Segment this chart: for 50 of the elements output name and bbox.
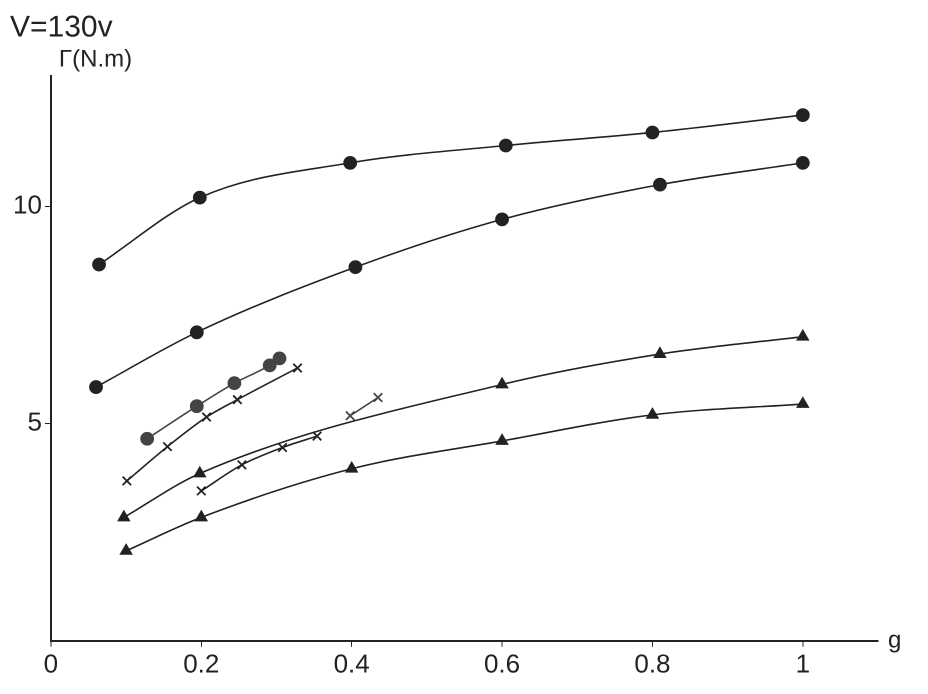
point	[190, 399, 204, 414]
point	[292, 362, 303, 374]
point	[796, 330, 809, 341]
point	[190, 325, 204, 340]
x-tick-label: 0.2	[183, 648, 220, 679]
point	[646, 408, 659, 419]
point	[496, 434, 508, 445]
point	[92, 258, 106, 272]
point	[89, 380, 103, 394]
x-axis-title: g	[888, 626, 902, 654]
y-tick-label: 5	[27, 406, 42, 437]
point	[227, 376, 242, 390]
point	[348, 260, 362, 274]
point	[495, 212, 509, 226]
point	[653, 178, 667, 192]
point	[796, 397, 809, 408]
point	[372, 392, 384, 403]
point	[654, 347, 666, 358]
point	[122, 476, 132, 486]
point	[140, 432, 154, 446]
y-axis-title: Γ(N.m)	[58, 46, 132, 73]
x-tick-label: 0	[44, 648, 58, 679]
point	[345, 410, 356, 421]
point	[162, 441, 173, 452]
point	[343, 156, 358, 170]
x-tick-label: 0.6	[484, 648, 520, 679]
point	[118, 510, 130, 522]
point	[277, 442, 288, 453]
x-tick-label: 1	[796, 648, 810, 679]
point	[120, 544, 132, 555]
point	[346, 462, 358, 473]
point	[236, 460, 248, 470]
chart-title: V=130v	[10, 10, 113, 44]
point	[192, 190, 207, 205]
point	[312, 431, 322, 442]
x-tick-label: 0.4	[334, 648, 370, 679]
point	[796, 156, 810, 170]
point	[196, 486, 206, 496]
point	[262, 358, 277, 372]
point	[232, 394, 243, 405]
point	[194, 466, 206, 478]
point	[201, 412, 212, 422]
x-tick-label: 0.8	[634, 648, 671, 679]
point	[496, 378, 508, 388]
y-tick-label: 10	[13, 190, 42, 220]
point	[796, 108, 810, 122]
point	[195, 510, 208, 522]
point	[646, 126, 660, 140]
point	[498, 138, 513, 152]
point	[272, 352, 286, 366]
